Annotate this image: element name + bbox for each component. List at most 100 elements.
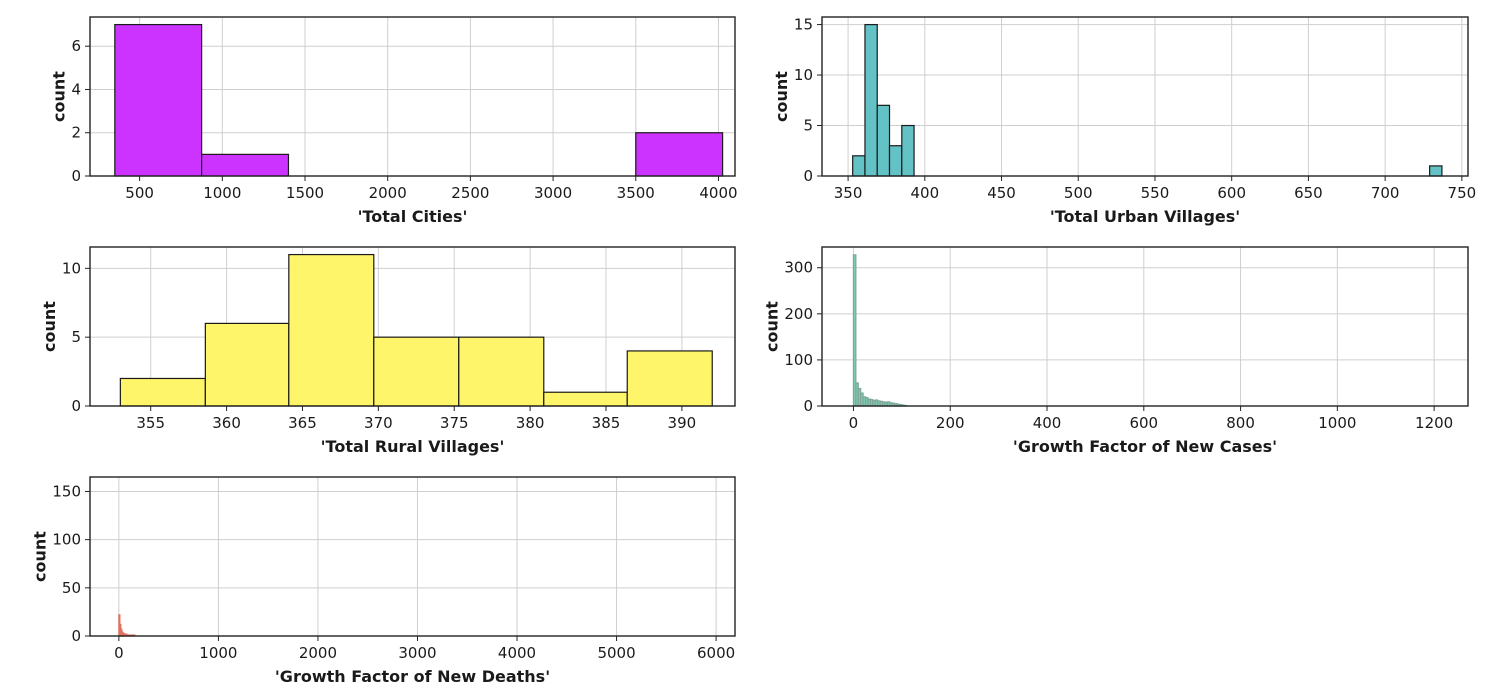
histogram-bar bbox=[635, 132, 724, 177]
histogram-bars bbox=[118, 614, 136, 637]
histogram-bar bbox=[888, 145, 903, 177]
plot-frame bbox=[89, 16, 736, 177]
y-tick-label: 5 bbox=[71, 328, 81, 346]
subplot-5: 0 1000 2000 3000 4000 5000 6000 0 50 100 150 'Growt… bbox=[31, 476, 736, 686]
histogram-bar bbox=[1429, 165, 1443, 177]
x-axis-label: 'Total Rural Villages' bbox=[321, 437, 505, 456]
plot-frame bbox=[89, 476, 736, 637]
x-tick-label: 450 bbox=[987, 184, 1016, 202]
y-axis-label: count bbox=[772, 71, 791, 122]
x-tick-label: 400 bbox=[1033, 414, 1062, 432]
subplot-2: 350 400 450 500 550 600 650 700 750 0 5 10 15 'Total … bbox=[772, 16, 1476, 226]
y-tick-label: 150 bbox=[52, 482, 81, 500]
x-tick-label: 380 bbox=[516, 414, 545, 432]
grid bbox=[822, 247, 1468, 407]
x-tick-label: 5000 bbox=[597, 644, 635, 662]
histogram-bars bbox=[114, 23, 724, 177]
x-tick-label: 2000 bbox=[299, 644, 337, 662]
x-tick-label: 650 bbox=[1294, 184, 1323, 202]
y-tick-label: 10 bbox=[62, 259, 81, 277]
subplot-4: 0 200 400 600 800 1000 1200 0 100 200 300 'Growth F… bbox=[763, 246, 1469, 456]
y-axis-label: count bbox=[31, 531, 50, 582]
y-tick-label: 0 bbox=[71, 627, 81, 645]
y-tick-label: 100 bbox=[784, 351, 813, 369]
x-tick-label: 370 bbox=[364, 414, 393, 432]
x-tick-label: 1000 bbox=[203, 184, 241, 202]
y-tick-label: 6 bbox=[71, 37, 81, 55]
y-axis-label: count bbox=[40, 301, 59, 352]
x-tick-label: 385 bbox=[592, 414, 621, 432]
x-tick-label: 1000 bbox=[199, 644, 237, 662]
x-axis-label: 'Total Cities' bbox=[358, 207, 468, 226]
y-tick-label: 0 bbox=[803, 167, 813, 185]
y-tick-label: 0 bbox=[71, 167, 81, 185]
y-tick-label: 300 bbox=[784, 259, 813, 277]
histogram-bars bbox=[852, 254, 908, 407]
x-tick-label: 500 bbox=[1064, 184, 1093, 202]
x-axis-label: 'Growth Factor of New Deaths' bbox=[275, 667, 550, 686]
histogram-bar bbox=[119, 377, 206, 407]
x-tick-label: 3000 bbox=[398, 644, 436, 662]
histogram-bar bbox=[373, 336, 460, 407]
x-tick-label: 365 bbox=[288, 414, 317, 432]
y-tick-label: 0 bbox=[803, 397, 813, 415]
x-tick-label: 0 bbox=[849, 414, 859, 432]
histogram-bar bbox=[901, 124, 915, 177]
x-tick-label: 360 bbox=[212, 414, 241, 432]
y-tick-label: 2 bbox=[71, 124, 81, 142]
x-tick-label: 800 bbox=[1226, 414, 1255, 432]
x-axis-label: 'Total Urban Villages' bbox=[1050, 207, 1240, 226]
y-axis-label: count bbox=[50, 71, 69, 122]
x-tick-label: 2000 bbox=[369, 184, 407, 202]
histogram-bar bbox=[864, 23, 878, 177]
x-tick-label: 6000 bbox=[697, 644, 735, 662]
x-tick-label: 1500 bbox=[286, 184, 324, 202]
x-tick-label: 3500 bbox=[617, 184, 655, 202]
plot-frame bbox=[821, 16, 1469, 177]
x-tick-label: 700 bbox=[1371, 184, 1400, 202]
y-tick-label: 4 bbox=[71, 80, 81, 98]
x-tick-label: 750 bbox=[1448, 184, 1477, 202]
x-tick-label: 1000 bbox=[1318, 414, 1356, 432]
x-tick-label: 2500 bbox=[451, 184, 489, 202]
grid bbox=[822, 17, 1468, 177]
x-tick-label: 1200 bbox=[1415, 414, 1453, 432]
histogram-bar bbox=[114, 23, 203, 177]
y-axis-label: count bbox=[763, 301, 782, 352]
histogram-bar bbox=[626, 350, 713, 407]
x-tick-label: 390 bbox=[668, 414, 697, 432]
y-tick-label: 100 bbox=[52, 531, 81, 549]
subplot-3: 355 360 365 370 375 380 385 390 0 5 10 'Total Rural… bbox=[40, 246, 736, 456]
y-tick-label: 5 bbox=[803, 117, 813, 135]
y-tick-label: 15 bbox=[794, 16, 813, 34]
histogram-bar bbox=[288, 253, 375, 407]
plot-frame bbox=[821, 246, 1469, 407]
x-tick-label: 350 bbox=[834, 184, 863, 202]
y-tick-label: 10 bbox=[794, 66, 813, 84]
histogram-bar bbox=[204, 322, 290, 407]
histogram-bar bbox=[201, 153, 290, 177]
histogram-bar bbox=[852, 155, 866, 177]
x-tick-label: 400 bbox=[910, 184, 939, 202]
y-tick-label: 50 bbox=[62, 579, 81, 597]
x-tick-label: 375 bbox=[440, 414, 469, 432]
x-axis-label: 'Growth Factor of New Cases' bbox=[1013, 437, 1277, 456]
histogram-bar bbox=[876, 104, 891, 177]
y-tick-label: 0 bbox=[71, 397, 81, 415]
histogram-bar bbox=[458, 336, 545, 407]
plot-frame bbox=[89, 246, 736, 407]
x-tick-label: 0 bbox=[114, 644, 124, 662]
y-tick-label: 200 bbox=[784, 305, 813, 323]
x-tick-label: 4000 bbox=[498, 644, 536, 662]
subplot-1: 500 1000 1500 2000 2500 3000 3500 4000 0 2 4 6 'Tota… bbox=[50, 16, 738, 226]
x-tick-label: 600 bbox=[1217, 184, 1246, 202]
x-tick-label: 500 bbox=[125, 184, 154, 202]
x-tick-label: 550 bbox=[1141, 184, 1170, 202]
x-tick-label: 355 bbox=[136, 414, 165, 432]
x-tick-label: 200 bbox=[936, 414, 965, 432]
histogram-bar bbox=[543, 391, 628, 407]
x-tick-label: 4000 bbox=[699, 184, 737, 202]
histogram-bars bbox=[852, 23, 1443, 177]
x-tick-label: 600 bbox=[1129, 414, 1158, 432]
